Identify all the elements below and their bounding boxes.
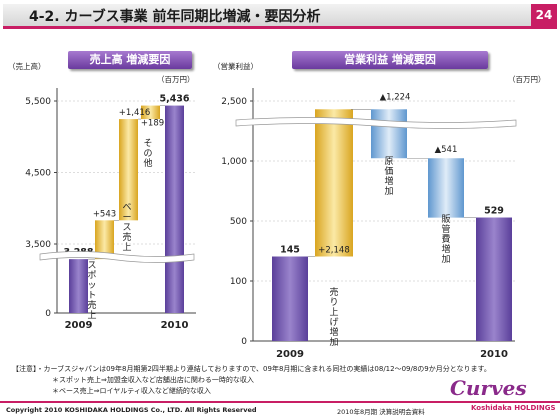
svg-text:ト: ト [87, 291, 96, 301]
svg-text:上: 上 [122, 242, 131, 253]
event-label: 2010年8月期 決算説明会資料 [337, 408, 425, 416]
svg-text:加: 加 [329, 337, 338, 348]
svg-text:ベ: ベ [122, 203, 131, 213]
data-label: 145 [280, 245, 300, 256]
data-label: +2,148 [318, 246, 349, 256]
svg-text:ス: ス [87, 261, 96, 271]
note-line-2: ＊スポット売上⇒加盟金収入など店舗出店に関わる一時的な収入 [52, 376, 254, 384]
data-label: +543 [93, 209, 116, 219]
svg-text:ッ: ッ [87, 281, 96, 291]
svg-text:売: 売 [329, 286, 338, 298]
right-y-tick-label: 500 [230, 217, 247, 227]
right-axis-unit: （営業利益） [213, 62, 258, 71]
slide-title: 4-2. カーブス事業 前年同期比増減・要因分析 [29, 9, 321, 25]
svg-text:価: 価 [384, 165, 393, 177]
x-tick-label-2009: 2009 [65, 320, 93, 331]
x-tick-label-2010: 2010 [480, 349, 508, 360]
total-bar [69, 259, 88, 313]
svg-text:ス: ス [122, 223, 131, 233]
right-y-tick-label: 2,500 [221, 97, 247, 107]
category-label-other: その他 [143, 138, 152, 169]
total-bar [476, 217, 512, 341]
left-y-tick-label: 5,500 [25, 97, 51, 107]
svg-text:原: 原 [384, 156, 393, 167]
svg-text:り: り [329, 297, 338, 308]
left-money-unit: （百万円） [157, 75, 195, 84]
category-label-spot: スポット売上 [87, 261, 96, 321]
increase-bar [119, 119, 138, 221]
category-label-base: ベース売上 [122, 203, 131, 253]
svg-text:加: 加 [384, 186, 393, 197]
svg-text:加: 加 [441, 254, 450, 265]
svg-text:売: 売 [87, 299, 96, 311]
svg-text:ポ: ポ [87, 270, 96, 281]
koshidaka-logo: Koshidaka HOLDINGS [471, 404, 556, 412]
right-y-tick-label: 0 [241, 337, 247, 347]
total-bar [165, 105, 184, 314]
svg-text:売: 売 [122, 231, 131, 243]
svg-text:管: 管 [441, 223, 450, 235]
svg-text:上: 上 [87, 310, 96, 321]
curves-logo: Curves [450, 376, 527, 400]
slide-header: 4-2. カーブス事業 前年同期比増減・要因分析 24 [3, 4, 557, 29]
left-y-tick-label: 3,500 [25, 240, 51, 250]
data-label: +1,416 [119, 108, 150, 118]
right-money-unit: （百万円） [508, 75, 546, 84]
left-axis-unit: （売上高） [8, 62, 46, 71]
left-y-tick-label: 4,500 [25, 169, 51, 179]
right-y-tick-label: 1,000 [221, 157, 247, 167]
svg-text:増: 増 [329, 326, 338, 338]
notes: 【注意】・カーブスジャパンは09年8月期第2四半期より連結しておりますので、09… [12, 364, 491, 397]
page-number: 24 [531, 4, 557, 26]
footer-divider [0, 401, 560, 403]
decrease-bar [371, 109, 407, 159]
svg-text:そ: そ [143, 138, 152, 149]
x-tick-label-2009: 2009 [276, 349, 304, 360]
svg-text:増: 増 [384, 175, 393, 187]
svg-text:費: 費 [441, 233, 450, 245]
left-y-tick-label: 0 [45, 309, 51, 319]
total-bar [272, 256, 308, 341]
svg-text:他: 他 [143, 157, 152, 169]
note-line-1: 【注意】・カーブスジャパンは09年8月期第2四半期より連結しておりますので、09… [12, 365, 491, 373]
increase-bar [95, 220, 114, 260]
svg-text:上: 上 [329, 307, 338, 318]
left-panel-title: 売上高 増減要因 [68, 51, 192, 69]
right-y-tick-label: 100 [230, 277, 247, 287]
svg-text:の: の [143, 149, 152, 159]
right-panel-title: 営業利益 増減要因 [292, 51, 488, 69]
data-label: ▲1,224 [380, 92, 411, 102]
decrease-bar [428, 158, 464, 218]
svg-text:げ: げ [329, 317, 338, 328]
increase-bar [315, 109, 353, 257]
left-axis-break [39, 251, 195, 263]
copyright: Copyright 2010 KOSHIDAKA HOLDINGS Co., L… [6, 406, 257, 414]
data-label: 529 [484, 206, 504, 217]
data-label: ▲541 [435, 145, 458, 155]
svg-text:ー: ー [122, 213, 131, 223]
note-line-3: ＊ベース売上⇒ロイヤルティ収入など継続的な収入 [52, 387, 211, 395]
increase-bar [141, 105, 160, 120]
data-label: +189 [141, 119, 164, 129]
x-tick-label-2010: 2010 [161, 320, 189, 331]
svg-text:増: 増 [441, 243, 450, 255]
right-axis-break [235, 117, 517, 129]
svg-text:販: 販 [441, 213, 450, 225]
data-label: 5,436 [159, 94, 189, 105]
